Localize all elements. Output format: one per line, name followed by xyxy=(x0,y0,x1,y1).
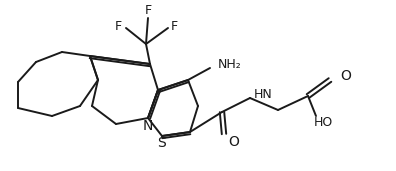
Text: N: N xyxy=(143,119,153,133)
Text: F: F xyxy=(170,19,177,32)
Text: HN: HN xyxy=(254,88,273,101)
Text: O: O xyxy=(228,135,239,149)
Text: O: O xyxy=(340,69,351,83)
Text: HO: HO xyxy=(314,115,333,128)
Text: F: F xyxy=(114,19,122,32)
Text: S: S xyxy=(158,136,166,150)
Text: NH₂: NH₂ xyxy=(218,57,242,70)
Text: F: F xyxy=(145,3,152,16)
